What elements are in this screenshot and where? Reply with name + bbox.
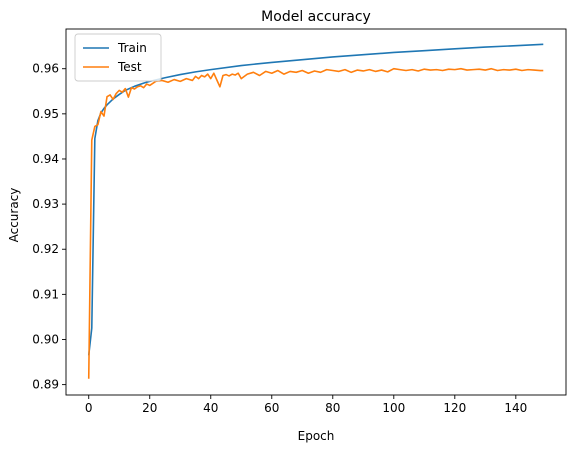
y-axis-label: Accuracy [7, 188, 21, 243]
legend: Train Test [74, 33, 162, 82]
y-tick-label: 0.94 [32, 152, 59, 166]
legend-label-test: Test [117, 60, 142, 74]
x-tick-label: 60 [264, 401, 279, 415]
x-tick-label: 120 [443, 401, 466, 415]
y-tick-label: 0.89 [32, 378, 59, 392]
y-tick-label: 0.91 [32, 287, 59, 301]
legend-label-train: Train [117, 41, 147, 55]
x-tick-label: 40 [203, 401, 218, 415]
x-tick-label: 0 [85, 401, 93, 415]
x-axis-label: Epoch [298, 429, 335, 443]
series-line-test [87, 67, 544, 379]
x-axis-ticks: 0 20 40 60 80 100 120 140 [85, 395, 527, 415]
y-tick-label: 0.92 [32, 242, 59, 256]
x-tick-label: 140 [504, 401, 527, 415]
plot-area [65, 28, 567, 396]
chart-title: Model accuracy [261, 9, 371, 25]
legend-box [74, 33, 162, 82]
y-tick-label: 0.93 [32, 197, 59, 211]
x-tick-label: 80 [325, 401, 340, 415]
plot-frame [65, 28, 567, 396]
y-tick-label: 0.90 [32, 332, 59, 346]
x-tick-label: 100 [382, 401, 405, 415]
y-tick-label: 0.96 [32, 62, 59, 76]
x-tick-label: 20 [142, 401, 157, 415]
y-axis-ticks: 0.89 0.90 0.91 0.92 0.93 0.94 0.95 0.96 [32, 62, 66, 392]
series-line-train [87, 43, 544, 356]
y-tick-label: 0.95 [32, 107, 59, 121]
